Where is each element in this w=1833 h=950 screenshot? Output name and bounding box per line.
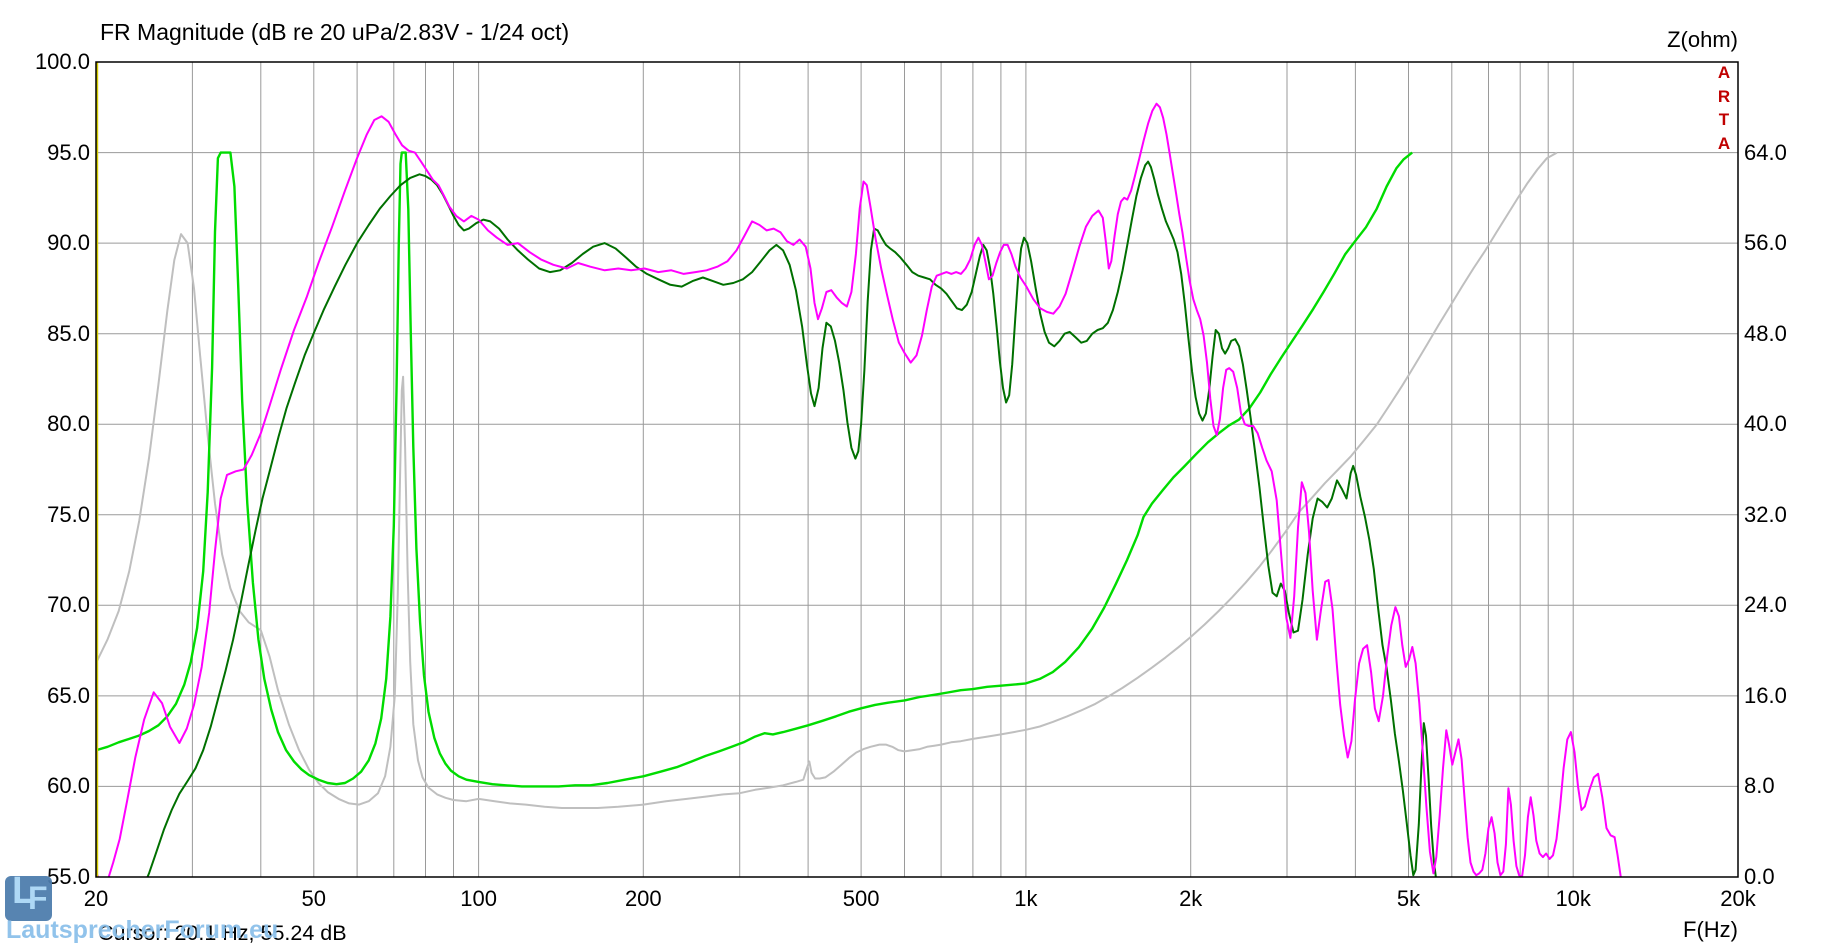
- arta-logo-letter: A: [1717, 133, 1731, 153]
- y-left-tick-label: 85.0: [47, 320, 90, 346]
- y-left-tick-label: 70.0: [47, 592, 90, 618]
- curve-impedance-green: [96, 151, 1413, 788]
- y-right-tick-label: 0.0: [1744, 864, 1775, 889]
- y-left-tick-label: 90.0: [47, 230, 90, 256]
- x-tick-label: 5k: [1396, 886, 1421, 911]
- x-tick-label: 10k: [1555, 886, 1591, 911]
- x-tick-label: 20: [83, 886, 109, 911]
- y-left-tick-label: 65.0: [47, 682, 90, 708]
- x-tick-label: 200: [624, 886, 662, 911]
- y-left-tick-label: 60.0: [47, 773, 90, 799]
- y-right-tick-label: 16.0: [1744, 682, 1787, 708]
- curve-impedance-gray: [96, 151, 1558, 809]
- watermark-site-text: LautsprecherForum.eu: [6, 916, 279, 944]
- x-tick-label: 20k: [1720, 886, 1756, 911]
- y-left-tick-label: 100.0: [34, 49, 90, 74]
- y-left-tick-label: 95.0: [47, 139, 90, 165]
- arta-logo-letter: T: [1718, 110, 1730, 129]
- x-axis-title: F(Hz): [1683, 917, 1738, 942]
- y-right-tick-label: 48.0: [1744, 320, 1787, 346]
- arta-logo-letter: A: [1717, 63, 1731, 82]
- y-left-tick-label: 75.0: [47, 501, 90, 527]
- cursor-readout: Cursor: 20.1 Hz, 55.24 dB: [98, 921, 347, 945]
- y-right-tick-label: 64.0: [1744, 139, 1787, 165]
- y-right-tick-label: 40.0: [1744, 411, 1787, 437]
- x-tick-label: 100: [460, 886, 497, 911]
- watermark-logo-icon: L F: [5, 870, 52, 921]
- y-left-tick-label: 55.0: [47, 864, 90, 889]
- watermark-logo-letter-l: L: [12, 870, 36, 912]
- curve-fr-darkgreen: [146, 160, 1437, 877]
- chart-title: FR Magnitude (dB re 20 uPa/2.83V - 1/24 …: [100, 19, 570, 45]
- x-tick-label: 50: [301, 886, 327, 911]
- arta-logo-letter: R: [1717, 86, 1731, 106]
- x-tick-label: 500: [842, 886, 880, 911]
- y-right-tick-label: 56.0: [1744, 230, 1787, 256]
- watermark-logo-letter-f: F: [28, 880, 48, 916]
- plot-area[interactable]: [95, 61, 1739, 878]
- x-tick-label: 2k: [1179, 886, 1203, 911]
- y-right-tick-label: 8.0: [1744, 773, 1775, 799]
- right-axis-title: Z(ohm): [1667, 27, 1738, 52]
- y-right-tick-label: 32.0: [1744, 501, 1787, 527]
- y-right-tick-label: 24.0: [1744, 592, 1787, 618]
- curve-fr-magenta: [96, 102, 1622, 877]
- x-tick-label: 1k: [1014, 886, 1038, 911]
- y-left-tick-label: 80.0: [47, 411, 90, 437]
